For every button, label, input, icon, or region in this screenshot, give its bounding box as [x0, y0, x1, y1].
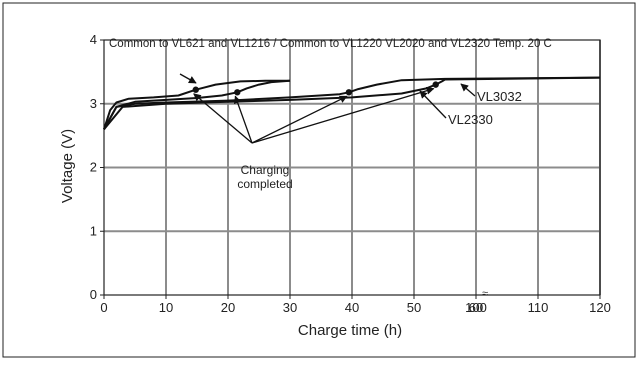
completion-pointer-2: [251, 95, 348, 144]
x-tick-label-2: 20: [221, 300, 235, 315]
completion-point-1: [234, 89, 241, 96]
callout-arrow-vl3032: [460, 83, 476, 97]
charging-completed-line1: Charging: [241, 163, 290, 177]
callout-arrow-vl2330: [419, 90, 447, 119]
x-tick-label-6: 60: [469, 300, 483, 315]
y-tick-label-0: 0: [90, 287, 97, 302]
axis-break-mark: ≈: [482, 288, 488, 300]
series-line-2: [103, 76, 601, 130]
series-line-3: [103, 76, 601, 130]
completion-pointer-3: [251, 86, 435, 144]
leader-arrow-top: [179, 73, 197, 84]
y-tick-label-2: 2: [90, 160, 97, 175]
x-tick-label-3: 30: [283, 300, 297, 315]
x-tick-label-7: 100: [465, 300, 487, 315]
completion-pointer-0: [193, 93, 253, 144]
x-tick-label-0: 0: [100, 300, 107, 315]
series-line-1: [103, 79, 291, 130]
annotations: [179, 73, 476, 144]
series-label-vl3032: VL3032: [477, 89, 522, 104]
completion-point-0: [192, 86, 199, 93]
x-tick-label-8: 110: [528, 300, 549, 315]
y-tick-label-4: 4: [90, 32, 97, 47]
x-tick-label-4: 40: [345, 300, 359, 315]
y-tick-label-3: 3: [90, 96, 97, 111]
completion-point-2: [345, 89, 353, 96]
x-axis-label: Charge time (h): [298, 322, 402, 339]
completion-point-3: [432, 81, 439, 88]
series-lines: [103, 76, 601, 130]
x-tick-label-5: 50: [407, 300, 421, 315]
y-axis-label: Voltage (V): [59, 129, 76, 203]
series-label-vl2330: VL2330: [448, 112, 493, 127]
charging-completed-line2: completed: [237, 177, 292, 191]
labels: Common to VL621 and VL1216 / Common to V…: [59, 38, 552, 339]
series-line-0: [103, 79, 290, 130]
chart-title: Common to VL621 and VL1216 / Common to V…: [109, 38, 552, 50]
outer-border: [2, 2, 636, 358]
x-tick-label-1: 10: [159, 300, 173, 315]
y-tick-label-1: 1: [90, 223, 97, 238]
completion-pointer-1: [233, 95, 253, 144]
x-tick-label-9: 120: [589, 300, 611, 315]
